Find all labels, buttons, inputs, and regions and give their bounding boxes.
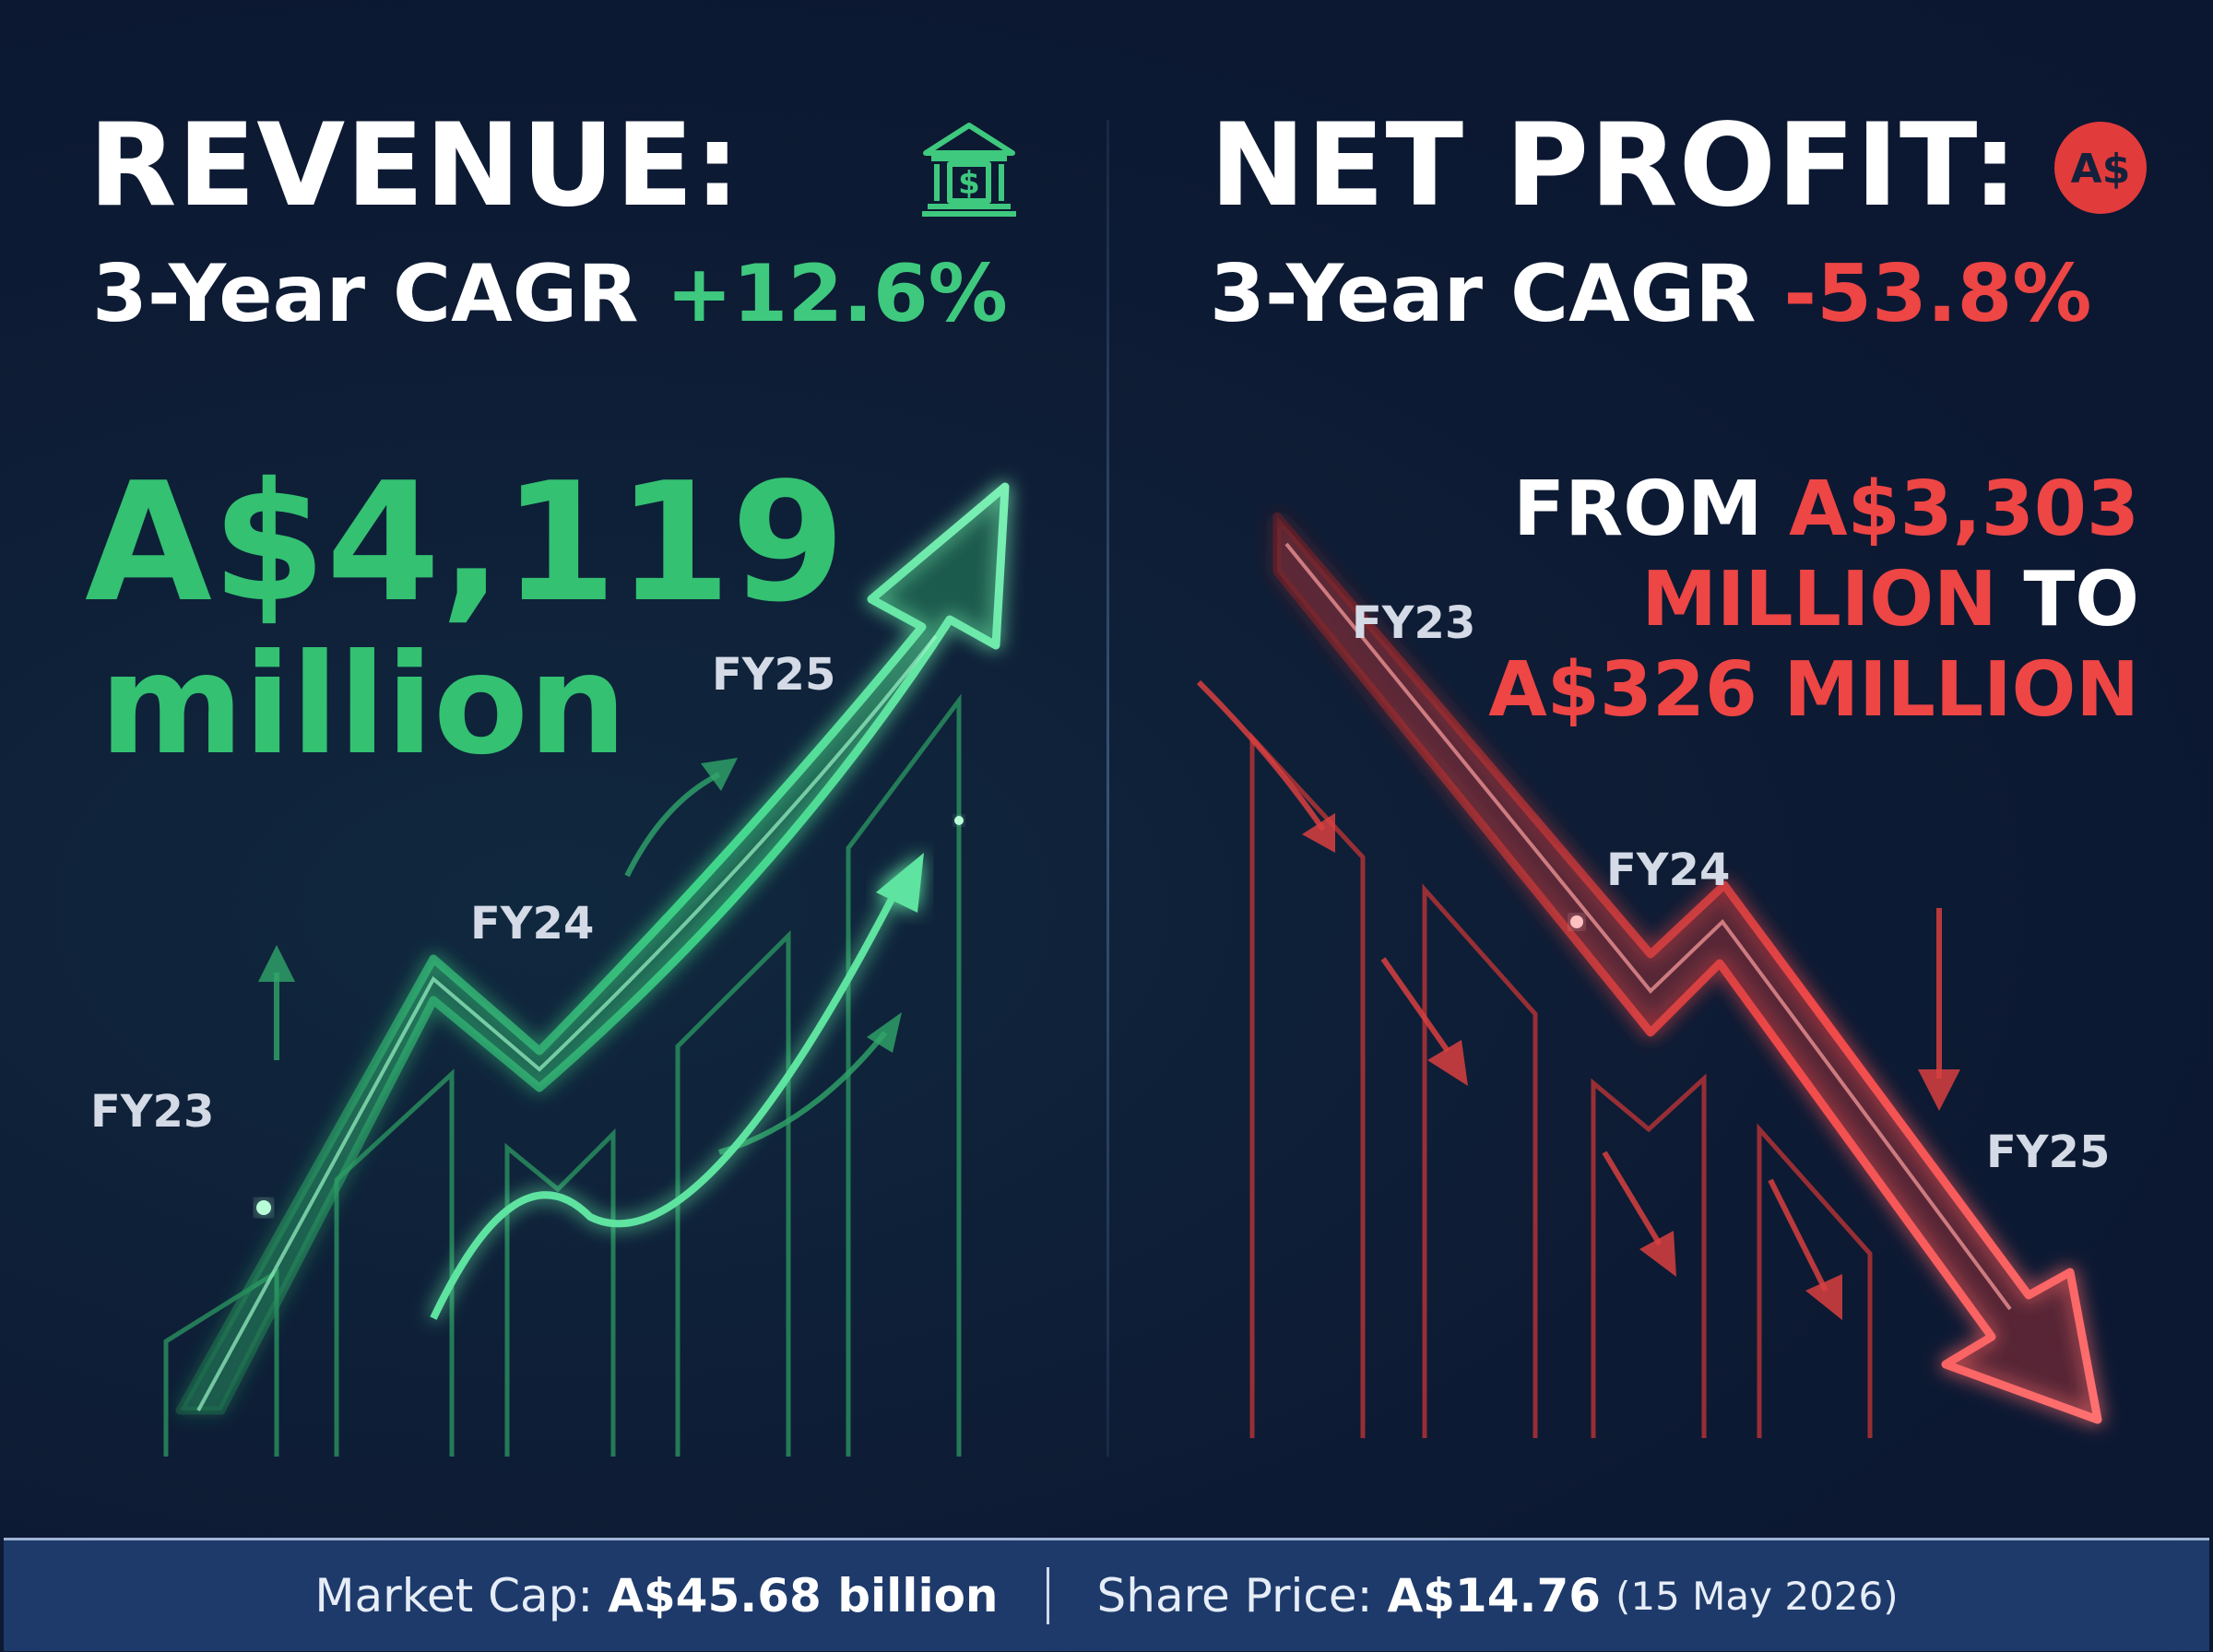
net-profit-panel: NET PROFIT: A$ 3-Year CAGR -53.8% FROM A…	[1106, 0, 2213, 1530]
to-value: A$326 MILLION	[1488, 646, 2139, 734]
currency-badge-icon: A$	[2054, 122, 2147, 214]
profit-bar-3	[1591, 1073, 1707, 1438]
net-profit-cagr-value: -53.8%	[1783, 248, 2092, 340]
revenue-bar-1	[163, 1268, 279, 1457]
million-word: MILLION	[1641, 556, 1997, 643]
revenue-bar-3	[504, 1127, 616, 1457]
profit-bar-4	[1757, 1123, 1873, 1438]
revenue-bar-2	[334, 1068, 455, 1457]
revenue-bar-5	[846, 693, 962, 1457]
from-word: FROM	[1513, 466, 1763, 553]
million-to-line: MILLION TO	[1641, 562, 2139, 638]
footer-bar: Market Cap: A$45.68 billion Share Price:…	[4, 1538, 2209, 1651]
revenue-value-amount: A$4,119	[85, 447, 846, 638]
from-value: A$3,303	[1789, 466, 2139, 553]
revenue-x-label-fy24: FY24	[470, 898, 594, 950]
revenue-main-arrow	[175, 482, 1010, 1415]
profit-x-label-fy25: FY25	[1986, 1127, 2110, 1178]
svg-text:$: $	[958, 165, 980, 202]
to-word: TO	[2023, 556, 2139, 643]
market-cap-value: A$45.68 billion	[608, 1569, 999, 1622]
revenue-x-label-fy23: FY23	[90, 1086, 214, 1138]
panel-divider	[1106, 120, 1109, 1457]
trend-charts: FY23 FY24 FY25	[90, 482, 2110, 1457]
share-price-date: (15 May 2026)	[1615, 1573, 1899, 1619]
revenue-cagr-value: +12.6%	[666, 248, 1008, 340]
net-profit-trend-chart: FY23 FY24 FY25	[1196, 512, 2110, 1438]
profit-bar-2	[1422, 883, 1538, 1438]
share-price-label: Share Price:	[1096, 1569, 1373, 1622]
revenue-curve-arrow	[430, 874, 907, 1320]
market-cap-label: Market Cap:	[314, 1569, 594, 1622]
revenue-value-unit: million	[100, 625, 627, 785]
net-profit-cagr: 3-Year CAGR -53.8%	[1210, 254, 2091, 334]
revenue-bar-4	[675, 929, 791, 1457]
revenue-panel: REVENUE: $ 3-Year CAGR +12.6% A$4,119 mi…	[0, 0, 1106, 1530]
net-profit-cagr-label: 3-Year CAGR	[1210, 248, 1757, 340]
footer-divider	[1046, 1567, 1049, 1624]
to-value-line: A$326 MILLION	[1488, 653, 2139, 728]
bank-icon: $	[922, 123, 1016, 217]
profit-x-label-fy23: FY23	[1352, 597, 1475, 649]
net-profit-title: NET PROFIT:	[1210, 100, 2019, 232]
revenue-x-label-fy25: FY25	[712, 649, 835, 701]
revenue-cagr-label: 3-Year CAGR	[92, 248, 639, 340]
share-price-value: A$14.76	[1387, 1569, 1602, 1622]
revenue-cagr: 3-Year CAGR +12.6%	[92, 254, 1008, 334]
currency-badge-text: A$	[2071, 146, 2131, 193]
profit-x-label-fy24: FY24	[1606, 844, 1730, 896]
revenue-title: REVENUE:	[89, 100, 741, 232]
net-profit-main-arrow	[1272, 512, 2102, 1424]
from-line: FROM A$3,303	[1513, 472, 2139, 548]
profit-bar-1	[1249, 731, 1366, 1438]
revenue-trend-chart: FY23 FY24 FY25	[90, 482, 1010, 1457]
